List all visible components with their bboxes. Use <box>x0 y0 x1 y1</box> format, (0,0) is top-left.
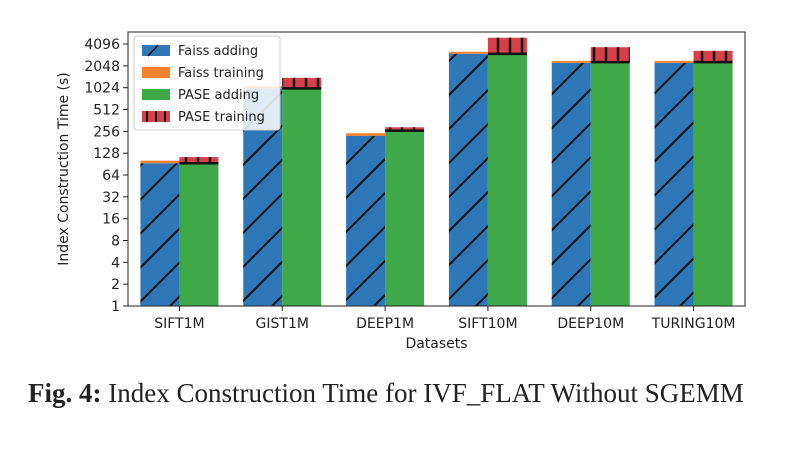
plot-area <box>127 31 746 307</box>
bar-chart: 1 2 4 8 16 32 64 128 256 512 1024 2048 4096 SIFT1M GI… <box>56 31 746 352</box>
caption-text: Index Construction Time for IVF_FLAT Wit… <box>108 378 744 408</box>
legend-box <box>133 35 281 131</box>
legend-label-faiss-adding: Faiss adding <box>178 44 258 59</box>
y-tick-label: 4 <box>111 255 120 271</box>
bar-hatch-faiss-adding <box>140 163 180 306</box>
bar-pase-adding <box>282 88 322 306</box>
bar-faiss-training <box>140 160 180 164</box>
x-tick-label: TURING10M <box>651 316 736 332</box>
y-tick-label: 32 <box>102 190 120 206</box>
legend-swatch-pase-adding <box>142 89 170 100</box>
y-tick-label: 4096 <box>84 37 120 53</box>
bar-hatch-pase-training <box>487 37 527 54</box>
bar-hatch-pase-training <box>693 50 733 63</box>
x-tick-label: DEEP10M <box>557 316 624 332</box>
y-tick-label: 2 <box>111 277 120 293</box>
y-axis: 1 2 4 8 16 32 64 128 256 512 1024 2048 4096 <box>84 37 128 315</box>
y-tick-label: 1 <box>111 299 120 315</box>
y-tick-label: 512 <box>93 103 120 119</box>
bar-hatch-pase-training <box>179 157 219 164</box>
legend-label-pase-training: PASE training <box>178 110 265 125</box>
legend-label-pase-adding: PASE adding <box>178 88 259 103</box>
x-tick-label: SIFT1M <box>154 316 204 332</box>
bar-hatch-faiss-adding <box>448 53 488 306</box>
legend-swatch-faiss-adding <box>142 45 170 56</box>
bar-pase-adding <box>693 62 733 307</box>
bar-hatch-pase-training <box>282 77 322 89</box>
legend: Faiss adding Faiss training PASE adding PAS… <box>133 35 281 131</box>
x-tick-label: DEEP1M <box>356 316 414 332</box>
bar-hatch-faiss-adding <box>551 62 591 307</box>
bar-pase-adding <box>385 130 425 306</box>
x-tick-label: GIST1M <box>256 316 309 332</box>
y-tick-label: 1024 <box>84 81 120 97</box>
bar-faiss-training <box>448 51 488 54</box>
bar-pase-adding <box>487 53 527 306</box>
bar-pase-adding <box>590 62 630 307</box>
bar-hatch-faiss-adding <box>654 62 694 307</box>
bar-hatch-pase-training <box>385 127 425 131</box>
legend-label-faiss-training: Faiss training <box>178 66 264 81</box>
y-tick-label: 8 <box>111 234 120 250</box>
y-tick-label: 64 <box>102 168 120 184</box>
bar-faiss-training <box>654 60 694 63</box>
bar-pase-adding <box>179 163 219 306</box>
x-axis: SIFT1M GIST1M DEEP1M SIFT10M DEEP10M TURING10… <box>154 306 736 332</box>
legend-swatch-faiss-training <box>142 67 170 78</box>
bar-hatch-pase-training <box>590 47 630 63</box>
figure-label: Fig. 4: <box>28 378 102 408</box>
y-tick-label: 256 <box>93 124 120 140</box>
legend-hatch-faiss-adding <box>147 44 159 57</box>
bar-faiss-training <box>551 60 591 63</box>
x-axis-label: Datasets <box>405 336 467 352</box>
y-axis-label: Index Construction Time (s) <box>56 72 72 266</box>
bar-faiss-training <box>346 133 386 136</box>
y-tick-label: 2048 <box>84 59 120 75</box>
y-tick-label: 128 <box>93 146 120 162</box>
bar-hatch-faiss-adding <box>346 135 386 306</box>
y-tick-label: 16 <box>102 212 120 228</box>
figure-caption: Fig. 4: Index Construction Time for IVF_… <box>28 374 778 412</box>
x-tick-label: SIFT10M <box>458 316 517 332</box>
